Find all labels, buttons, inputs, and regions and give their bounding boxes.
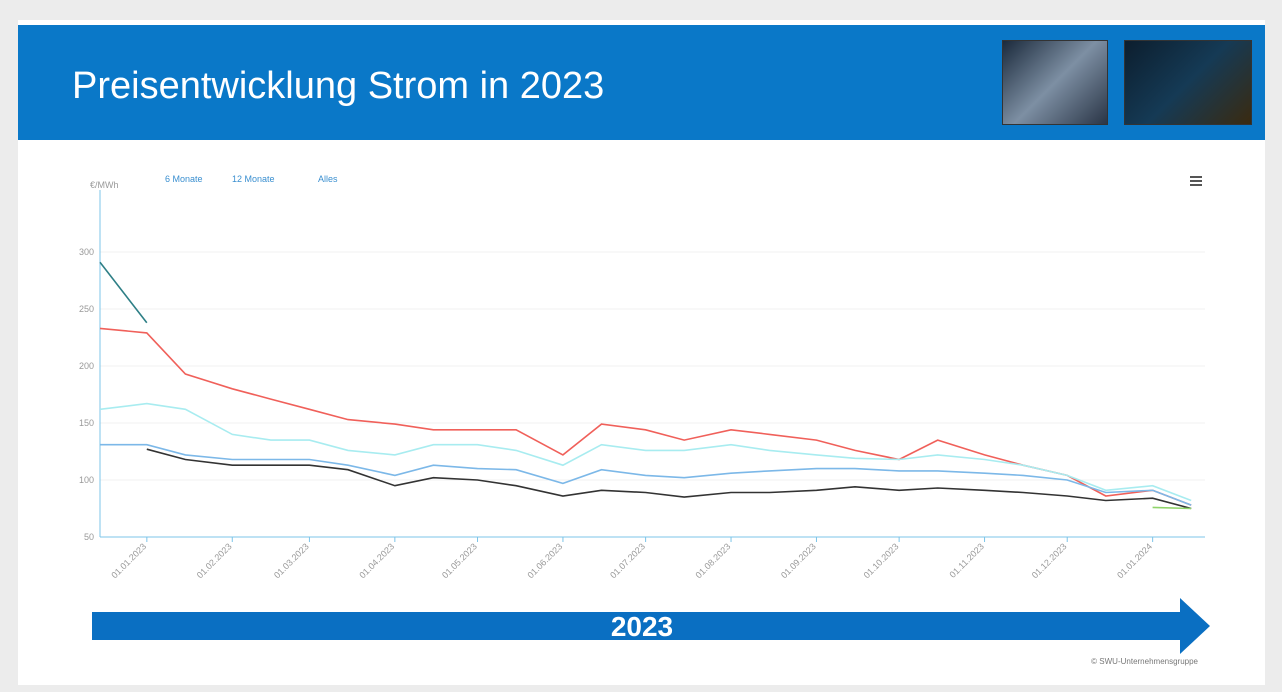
- series-line: [100, 328, 1191, 505]
- range-button[interactable]: Alles: [318, 174, 338, 184]
- page: {"title":"Preisentwicklung Strom in 2023…: [0, 0, 1282, 692]
- y-tick-label: 300: [79, 247, 94, 257]
- footer: © SWU-Unternehmensgruppe: [1091, 657, 1198, 666]
- menu-icon[interactable]: [1190, 176, 1202, 186]
- x-tick-label: 01.09.2023: [779, 541, 818, 580]
- x-tick-label: 01.08.2023: [694, 541, 733, 580]
- banner-year: 2023: [611, 611, 673, 642]
- x-tick-label: 01.10.2023: [862, 541, 901, 580]
- x-tick-label: 01.12.2023: [1030, 541, 1069, 580]
- x-tick-label: 01.01.2024: [1115, 541, 1154, 580]
- series-line: [100, 262, 147, 322]
- x-tick-label: 01.04.2023: [357, 541, 396, 580]
- series-line: [147, 449, 1191, 508]
- x-tick-label: 01.03.2023: [272, 541, 311, 580]
- y-tick-label: 200: [79, 361, 94, 371]
- x-tick-label: 01.07.2023: [608, 541, 647, 580]
- x-tick-label: 01.06.2023: [525, 541, 564, 580]
- y-tick-label: 250: [79, 304, 94, 314]
- x-tick-label: 01.02.2023: [195, 541, 234, 580]
- y-tick-label: 100: [79, 475, 94, 485]
- range-button[interactable]: 12 Monate: [232, 174, 275, 184]
- chart: €/MWh 6 Monate 12 Monate Alles 2023 © SW…: [0, 0, 1282, 692]
- y-tick-label: 150: [79, 418, 94, 428]
- series-line: [100, 445, 1191, 505]
- y-tick-label: 50: [84, 532, 94, 542]
- x-tick-label: 01.01.2023: [109, 541, 148, 580]
- x-tick-label: 01.11.2023: [948, 541, 986, 579]
- x-tick-label: 01.05.2023: [440, 541, 479, 580]
- series-line: [1153, 507, 1192, 508]
- range-button[interactable]: 6 Monate: [165, 174, 203, 184]
- y-axis-title: €/MWh: [90, 180, 119, 190]
- series-line: [100, 404, 1191, 501]
